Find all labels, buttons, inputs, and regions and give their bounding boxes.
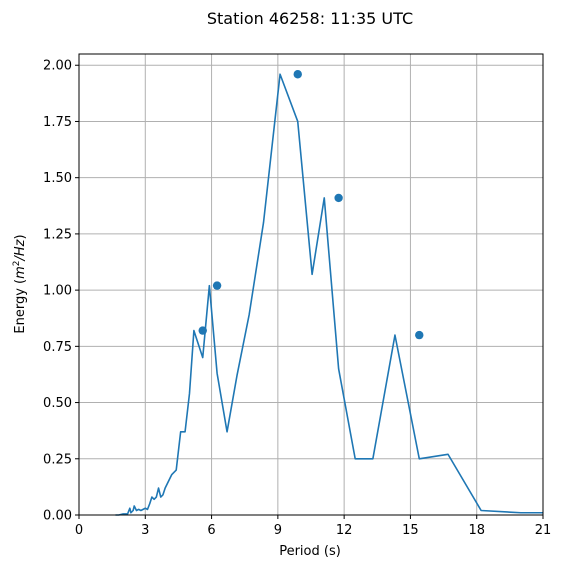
y-tick-label: 0.50 [43,396,72,411]
y-tick-label: 0.75 [43,340,72,355]
x-tick-label: 12 [336,523,353,538]
peak-marker [293,70,302,79]
plot-frame [78,53,544,516]
peak-marker [198,326,207,335]
x-tick-label: 21 [535,523,552,538]
peak-marker [212,281,222,290]
axes: 0 3 6 9 12 15 18 21 0.00 0.25 0.50 0.75 1.00 1.25 1.50… [43,53,552,538]
peak-marker [415,330,424,340]
x-tick-label: 6 [207,523,215,538]
x-tick-label: 9 [274,523,282,538]
x-tick-label: 3 [141,523,149,538]
y-tick-label: 1.75 [43,115,72,130]
x-tick-label: 0 [75,523,83,538]
y-axis-label-math-rest: /Hz [13,238,28,261]
peak-marker [334,193,343,203]
x-tick-label: 18 [468,523,485,538]
x-tick-label: 15 [402,523,419,538]
y-axis-label: Energy (m2/Hz) [12,234,28,333]
plot-area [115,70,543,516]
y-tick-label: 1.25 [43,227,72,242]
x-axis-label: Period (s) [279,544,341,559]
y-tick-label: 1.00 [43,284,72,299]
y-axis-label-math-sup: 2 [12,260,22,266]
y-tick-label: 2.00 [43,59,72,74]
y-tick-label: 0.00 [43,509,72,524]
y-axis-label-math-base: m [13,266,28,279]
y-axis-label-suffix: ) [13,234,28,239]
y-tick-label: 1.50 [43,171,72,186]
y-axis-label-prefix: Energy ( [13,279,28,334]
y-tick-label: 0.25 [43,452,72,467]
chart-title: Station 46258: 11:35 UTC [207,9,413,28]
series-line [115,73,543,516]
grid [78,54,544,516]
